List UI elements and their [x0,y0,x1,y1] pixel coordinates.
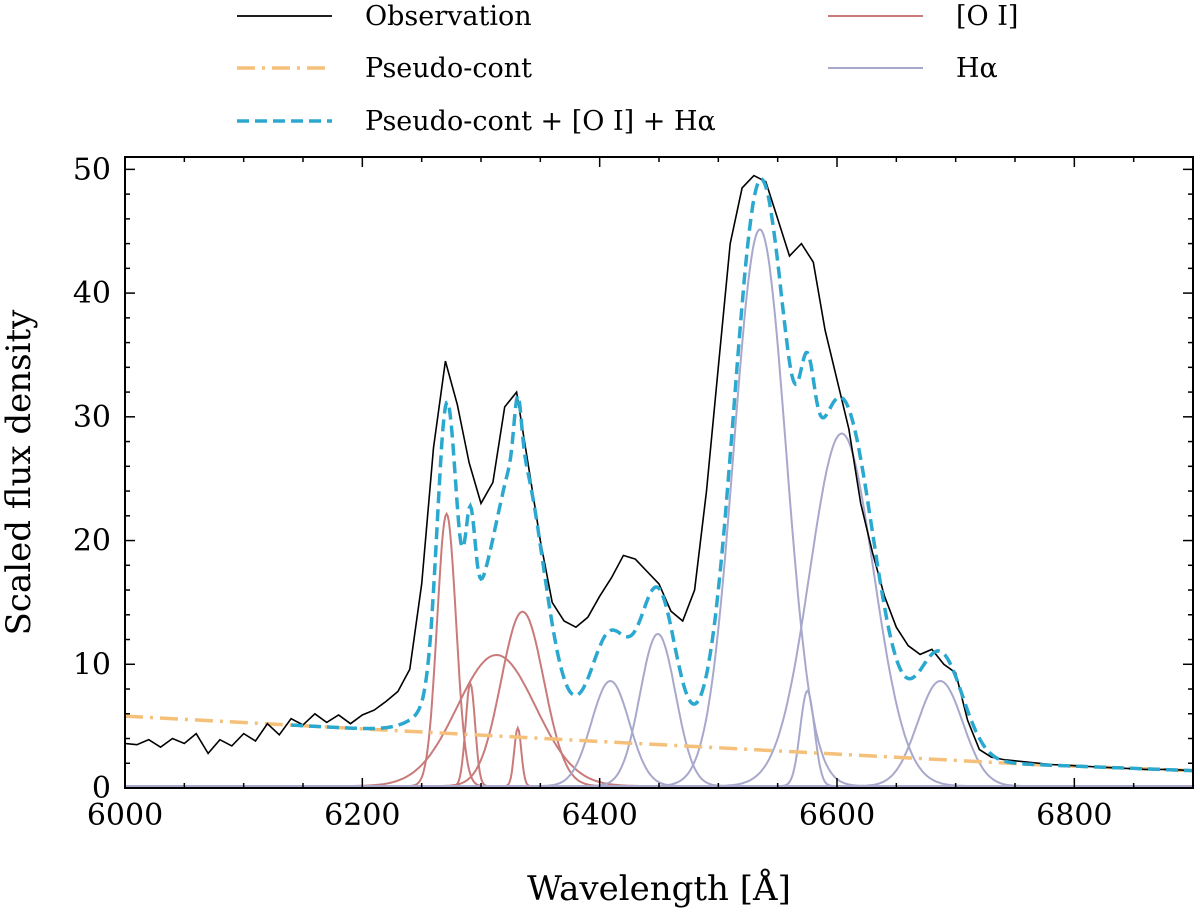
legend: Observation Pseudo-cont Pseudo-cont + [O I… [237,1,1018,137]
oi-component-5 [125,610,1193,788]
y-tick-label: 50 [73,152,111,187]
observation-layer [125,174,1193,772]
x-tick-label: 6600 [799,798,875,833]
x-axis-label: Wavelength [Å] [527,868,791,909]
legend-label-oi: [O I] [956,1,1018,32]
legend-label-ha: Hα [956,53,998,84]
oi-component-3 [125,653,1193,788]
oi-component-2 [125,680,1193,788]
component-curves [125,228,1193,788]
y-tick-label: 10 [73,647,111,682]
legend-label-fit: Pseudo-cont + [O I] + Hα [365,106,716,137]
y-tick-label: 40 [73,276,111,311]
fit-layer [291,177,1193,773]
y-tick-label: 0 [92,771,111,806]
legend-label-observation: Observation [365,1,532,32]
legend-label-pseudo: Pseudo-cont [365,53,532,84]
x-tick-label: 6000 [87,798,163,833]
x-tick-label: 6200 [324,798,400,833]
oi-component-4 [125,725,1193,788]
x-tick-label: 6400 [561,798,637,833]
y-axis-label: Scaled flux density [0,309,39,635]
x-tick-label: 6800 [1036,798,1112,833]
ha-component-5 [125,432,1193,788]
y-tick-label: 20 [73,524,111,559]
fit-line [291,177,1193,773]
axis-ticks: 6000 6200 6400 6600 6800 0 10 20 30 40 50 [73,152,1194,833]
ha-component-4 [125,689,1193,788]
ha-component-6 [125,679,1193,788]
plot-frame [124,156,1194,789]
ha-component-3 [125,228,1193,788]
y-tick-label: 30 [73,400,111,435]
ha-component-1 [125,679,1193,788]
observation-line [125,174,1193,772]
